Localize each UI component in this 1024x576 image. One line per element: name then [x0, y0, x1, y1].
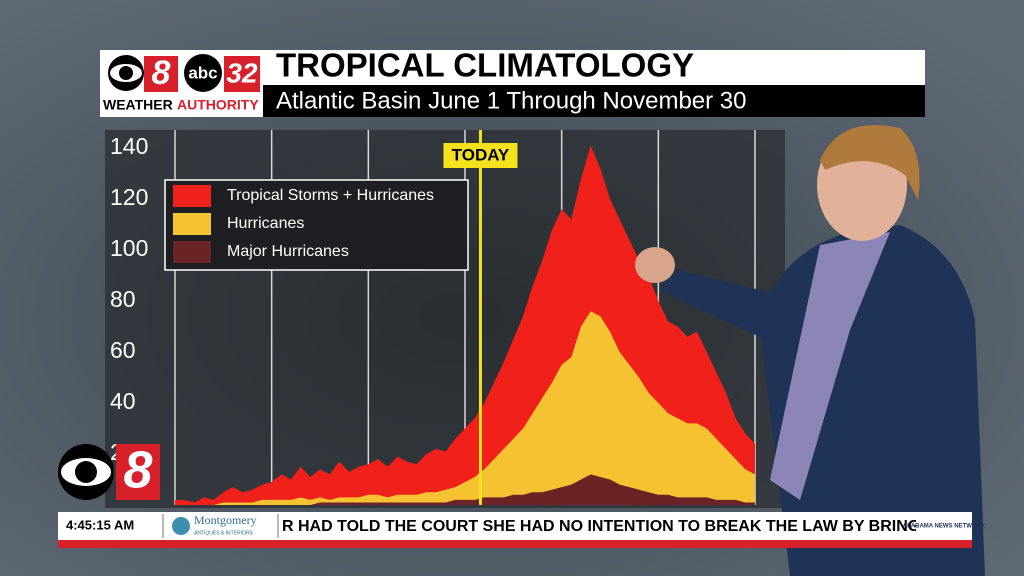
logo-authority: AUTHORITY — [177, 97, 259, 113]
area — [175, 474, 755, 505]
sponsor-sub: ANTIQUES & INTERIORS — [194, 530, 254, 536]
abc-circle — [184, 54, 222, 92]
legend-swatch — [173, 241, 211, 263]
y-tick-label: 100 — [110, 235, 148, 261]
y-tick-label: 80 — [110, 286, 136, 312]
sponsor-icon — [172, 517, 190, 535]
chart-subtitle: Atlantic Basin June 1 Through November 3… — [276, 87, 747, 114]
hand — [635, 247, 675, 283]
legend-swatch — [173, 185, 211, 207]
y-tick-label: 40 — [110, 388, 136, 414]
legend-label: Tropical Storms + Hurricanes — [227, 187, 434, 204]
hair — [820, 125, 920, 200]
legend-label: Hurricanes — [227, 215, 304, 232]
ticker-time: 4:45:15 AM — [66, 517, 134, 532]
station-bug: 8 — [58, 442, 160, 500]
legend-label: Major Hurricanes — [227, 243, 349, 260]
bug-8: 8 — [124, 442, 153, 500]
network-logo: ALABAMA NEWS NETWORK — [903, 524, 986, 530]
y-tick-label: 60 — [110, 337, 136, 363]
today-box — [443, 143, 518, 168]
legend-box — [164, 179, 469, 271]
area — [175, 311, 755, 505]
ticker-stripe — [58, 540, 972, 548]
today-label: TODAY — [452, 145, 510, 164]
ticker-bar — [58, 512, 972, 540]
logo-8: 8 — [152, 54, 171, 92]
arm — [660, 268, 800, 350]
logo-abc: abc — [188, 63, 217, 82]
cbs-pupil — [119, 66, 133, 80]
logo-8-box — [144, 56, 178, 92]
logo-weather: WEATHER — [103, 97, 173, 113]
logo-32: 32 — [226, 57, 258, 88]
bug-8-box — [116, 444, 160, 500]
logo-32-box — [224, 56, 260, 92]
y-tick-label: 120 — [110, 184, 148, 210]
sponsor-name: Montgomery — [194, 513, 257, 527]
ticker-headline: R HAD TOLD THE COURT SHE HAD NO INTENTIO… — [282, 518, 920, 535]
bug-pupil — [75, 461, 97, 483]
legend-swatch — [173, 213, 211, 235]
y-tick-label: 140 — [110, 133, 148, 159]
chart-title: TROPICAL CLIMATOLOGY — [276, 47, 694, 84]
presenter — [635, 125, 985, 576]
shirt — [770, 232, 890, 500]
ticker-clip: R HAD TOLD THE COURT SHE HAD NO INTENTIO… — [282, 518, 920, 535]
